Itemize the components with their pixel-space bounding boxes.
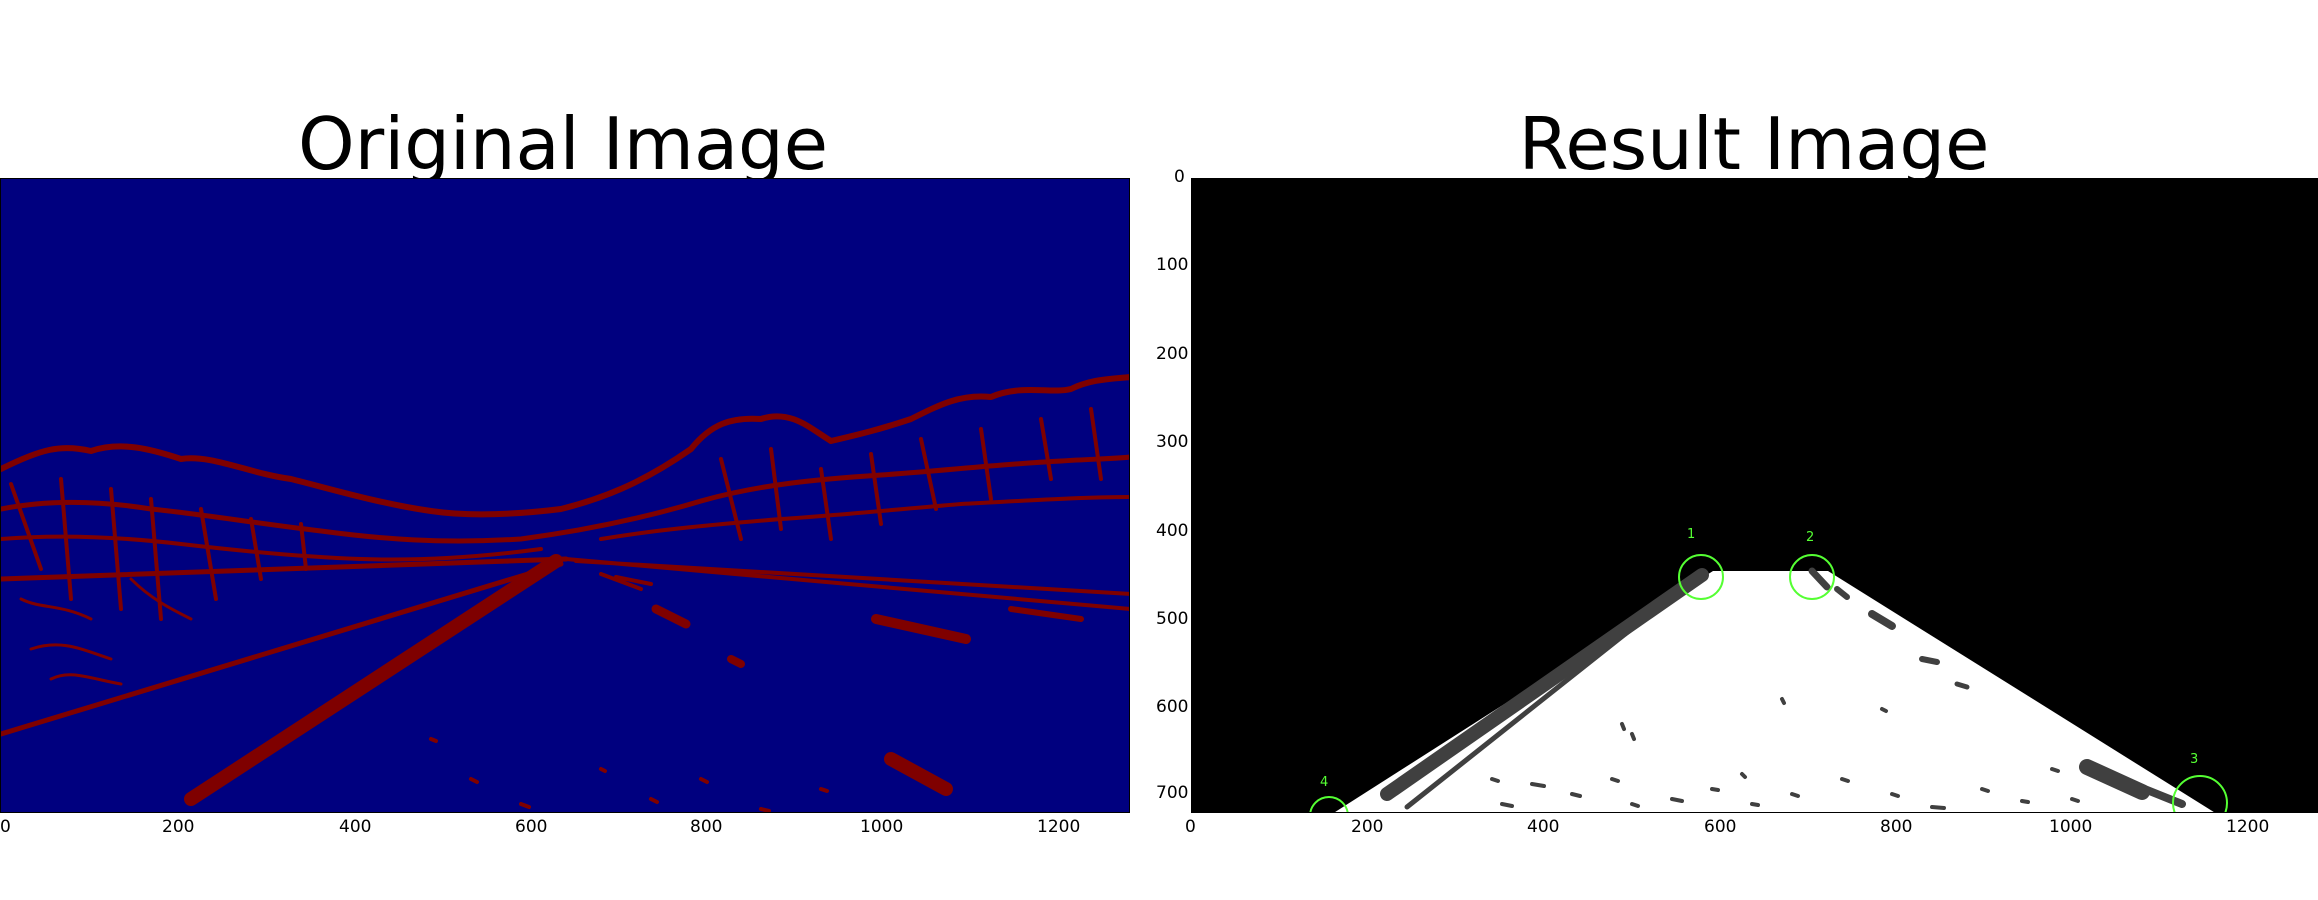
marker-circle-3 <box>2172 775 2228 812</box>
y-tick-label: 0 <box>1174 167 1185 187</box>
x-tick-label: 0 <box>0 817 11 837</box>
x-tick-label: 800 <box>1880 817 1913 837</box>
result-image-mask <box>1309 554 2228 812</box>
result-image-panel <box>1191 178 2318 813</box>
x-tick-label: 0 <box>1185 817 1196 837</box>
x-tick-label: 200 <box>1351 817 1384 837</box>
x-tick-label: 1000 <box>2049 817 2093 837</box>
original-image-panel <box>0 178 1130 813</box>
x-tick-label: 200 <box>162 817 195 837</box>
y-tick-label: 100 <box>1156 255 1189 275</box>
marker-label-1: 1 <box>1687 527 1696 542</box>
x-tick-label: 400 <box>1527 817 1560 837</box>
x-tick-label: 1200 <box>1037 817 1081 837</box>
y-tick-label: 600 <box>1156 697 1189 717</box>
x-tick-label: 600 <box>515 817 548 837</box>
y-tick-label: 200 <box>1156 344 1189 364</box>
marker-circle-2 <box>1789 554 1835 600</box>
y-tick-label: 700 <box>1156 783 1189 803</box>
x-tick-label: 800 <box>690 817 723 837</box>
result-image-title: Result Image <box>1518 102 1990 186</box>
y-tick-label: 300 <box>1156 432 1189 452</box>
marker-label-4: 4 <box>1320 775 1329 790</box>
y-tick-label: 400 <box>1156 521 1189 541</box>
y-tick-label: 500 <box>1156 609 1189 629</box>
marker-circle-1 <box>1678 554 1724 600</box>
marker-label-3: 3 <box>2190 752 2199 767</box>
marker-circle-4 <box>1309 796 1349 812</box>
original-image-title: Original Image <box>297 102 829 186</box>
original-image-edges <box>1 374 1129 812</box>
x-tick-label: 1000 <box>860 817 904 837</box>
marker-label-2: 2 <box>1806 530 1815 545</box>
x-tick-label: 1200 <box>2226 817 2270 837</box>
x-tick-label: 400 <box>339 817 372 837</box>
x-tick-label: 600 <box>1704 817 1737 837</box>
